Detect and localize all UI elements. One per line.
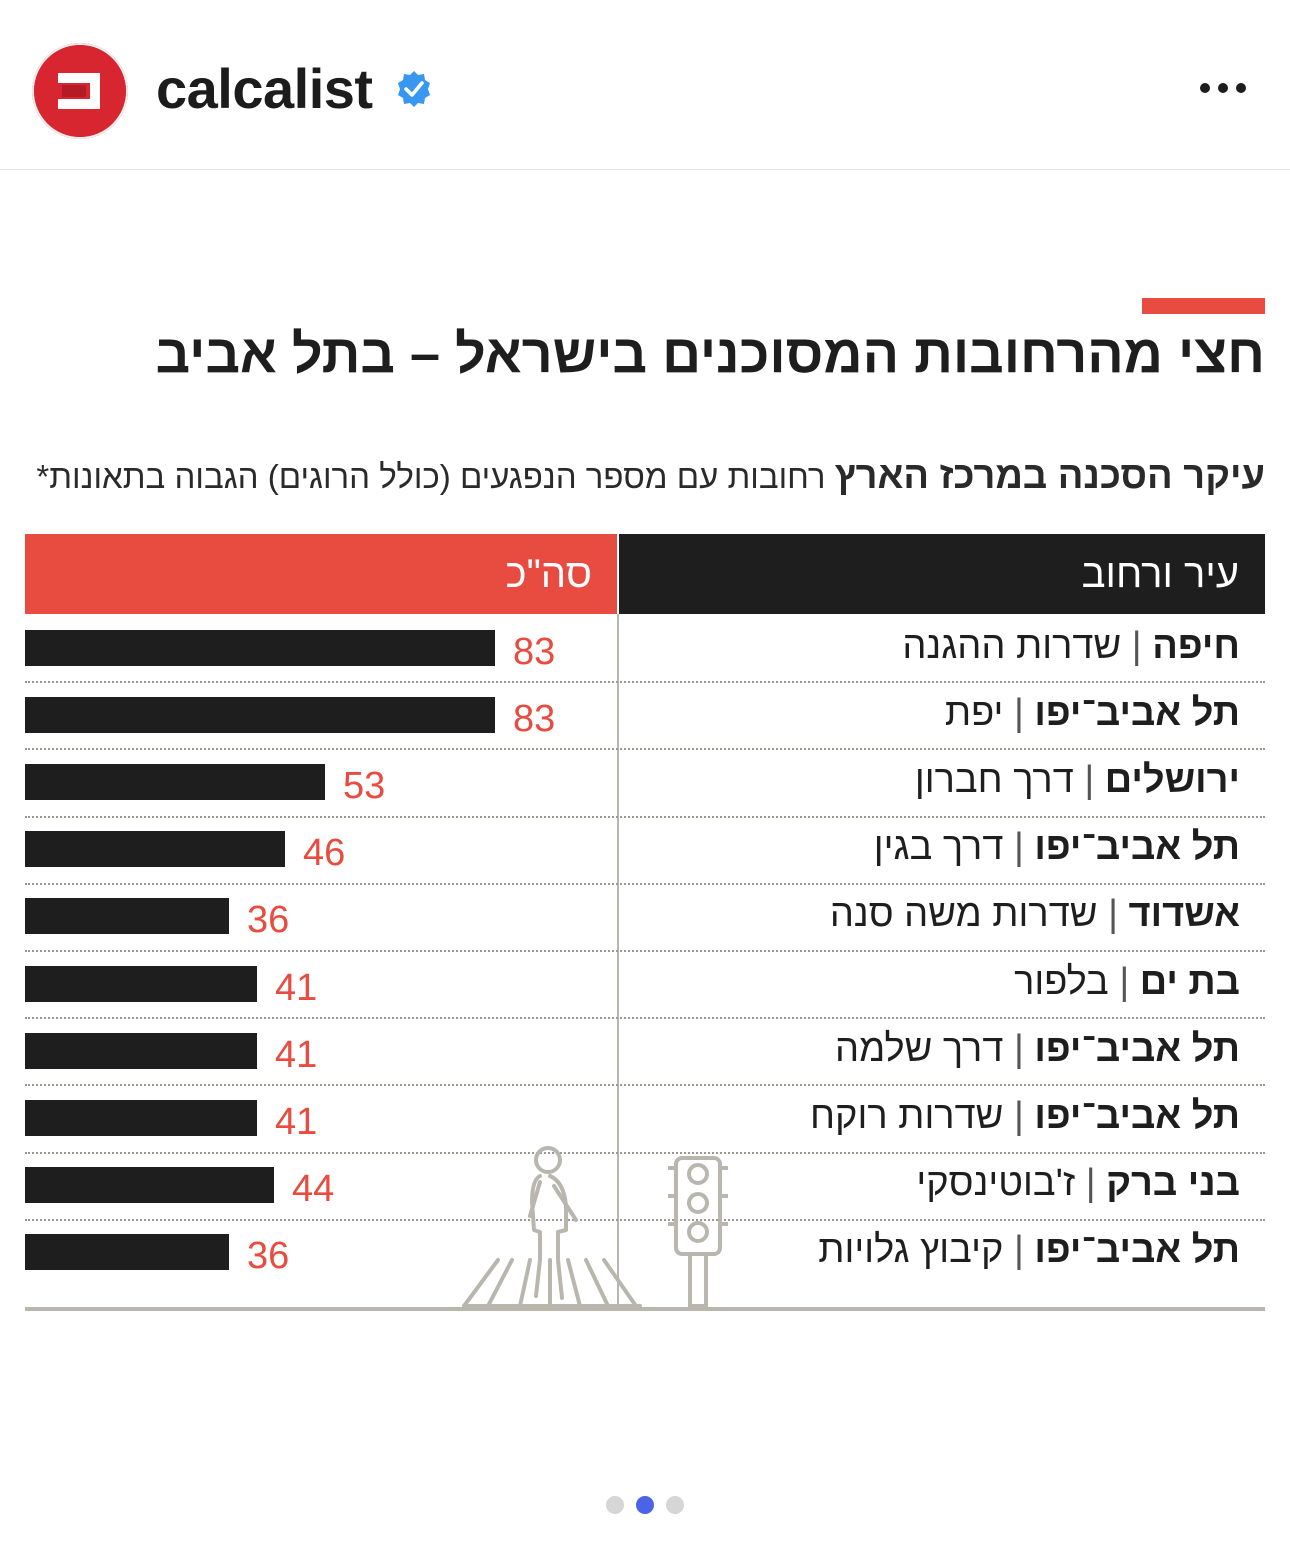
bar-value-label: 83: [513, 697, 556, 740]
street-label: חיפה | שדרות ההגנה: [902, 624, 1240, 667]
street-label: בני ברק | ז'בוטינסקי: [916, 1162, 1240, 1205]
street-name: דרך בגין: [873, 826, 1004, 869]
street-name: בלפור: [1014, 960, 1109, 1003]
bar-value-label: 44: [292, 1168, 335, 1211]
bar-value-label: 41: [275, 1101, 318, 1143]
bar-value-label: 46: [303, 832, 346, 875]
city-name: בת ים: [1139, 960, 1240, 1003]
accent-bar: [1142, 298, 1265, 314]
bar: [25, 1167, 274, 1204]
column-divider: [617, 614, 619, 1306]
city-name: תל אביב־יפו: [1034, 826, 1240, 869]
row-separator: [25, 681, 1265, 684]
post-header: calcalist: [0, 0, 1290, 170]
infographic: חצי מהרחובות המסוכנים בישראל – בתל אביב …: [0, 170, 1290, 1470]
city-name: ירושלים: [1104, 759, 1240, 801]
account-name[interactable]: calcalist: [156, 57, 373, 120]
row-separator: [25, 748, 1265, 751]
street-label: אשדוד | שדרות משה סנה: [829, 893, 1240, 936]
street-label: תל אביב־יפו | דרך שלמה: [835, 1027, 1240, 1070]
bar: [25, 1100, 257, 1136]
bar-value-label: 83: [513, 630, 556, 673]
bar: [25, 965, 257, 1002]
subtitle-bold: עיקר הסכנה במרכז הארץ: [834, 455, 1265, 497]
street-name: שדרות ההגנה: [902, 624, 1122, 667]
bar: [25, 1234, 229, 1271]
carousel-indicator: [600, 1494, 690, 1516]
carousel-dot-3[interactable]: [666, 1496, 684, 1514]
street-label: ירושלים | דרך חברון: [914, 759, 1240, 801]
value-header-bg: [25, 534, 617, 614]
bar-value-label: 41: [275, 1033, 318, 1076]
street-name: דרך שלמה: [835, 1027, 1004, 1070]
bar: [25, 831, 285, 868]
carousel-dot-2[interactable]: [636, 1496, 654, 1514]
pedestrian-crossing-icon: [462, 1146, 642, 1308]
city-name: חיפה: [1152, 624, 1240, 667]
headline: חצי מהרחובות המסוכנים בישראל – בתל אביב: [155, 324, 1265, 384]
more-options-icon[interactable]: [1192, 70, 1254, 106]
city-name: תל אביב־יפו: [1034, 1229, 1240, 1272]
row-separator: [25, 1151, 1265, 1154]
bar-value-label: 41: [275, 966, 318, 1009]
street-label: תל אביב־יפו | דרך בגין: [873, 826, 1240, 869]
city-name: תל אביב־יפו: [1034, 691, 1240, 734]
row-separator: [25, 1218, 1265, 1221]
city-name: תל אביב־יפו: [1034, 1027, 1240, 1070]
bar: [25, 898, 229, 935]
subtitle-rest: רחובות עם מספר הנפגעים (כולל הרוגים) הגב…: [36, 458, 826, 495]
traffic-light-icon: [668, 1156, 728, 1308]
street-label: בת ים | בלפור: [1014, 960, 1240, 1003]
bar: [25, 629, 495, 666]
street-name: ז'בוטינסקי: [916, 1162, 1076, 1205]
bar-value-label: 53: [343, 765, 386, 807]
bar-value-label: 36: [247, 899, 290, 942]
street-name: יפת: [944, 691, 1004, 734]
account-avatar[interactable]: [32, 43, 128, 139]
street-name: דרך חברון: [914, 759, 1074, 801]
row-separator: [25, 815, 1265, 818]
carousel-dot-1[interactable]: [606, 1496, 624, 1514]
row-separator: [25, 882, 1265, 885]
city-name: אשדוד: [1128, 893, 1240, 936]
subtitle: עיקר הסכנה במרכז הארץ רחובות עם מספר הנפ…: [36, 448, 1265, 505]
street-label: תל אביב־יפו | קיבוץ גלויות: [818, 1229, 1240, 1272]
row-separator: [25, 1084, 1265, 1087]
row-separator: [25, 950, 1265, 952]
category-column-header: עיר ורחוב: [1081, 552, 1239, 596]
street-label: תל אביב־יפו | שדרות רוקח: [810, 1095, 1240, 1137]
city-name: תל אביב־יפו: [1034, 1095, 1240, 1137]
chart-baseline: [25, 1307, 1265, 1311]
bar: [25, 1032, 257, 1069]
calcalist-logo-icon: [34, 45, 126, 137]
bar-value-label: 36: [247, 1235, 290, 1278]
city-name: בני ברק: [1106, 1162, 1240, 1205]
bar: [25, 696, 495, 733]
category-header-bg: [619, 534, 1265, 614]
street-illustration: [462, 1146, 728, 1308]
street-name: שדרות רוקח: [810, 1095, 1004, 1137]
verified-badge-icon: [398, 71, 430, 107]
value-column-header: סה"כ: [505, 552, 592, 596]
row-separator: [25, 1017, 1265, 1020]
street-name: שדרות משה סנה: [829, 893, 1098, 936]
street-label: תל אביב־יפו | יפת: [944, 691, 1240, 734]
bar: [25, 764, 325, 800]
street-name: קיבוץ גלויות: [818, 1229, 1004, 1272]
